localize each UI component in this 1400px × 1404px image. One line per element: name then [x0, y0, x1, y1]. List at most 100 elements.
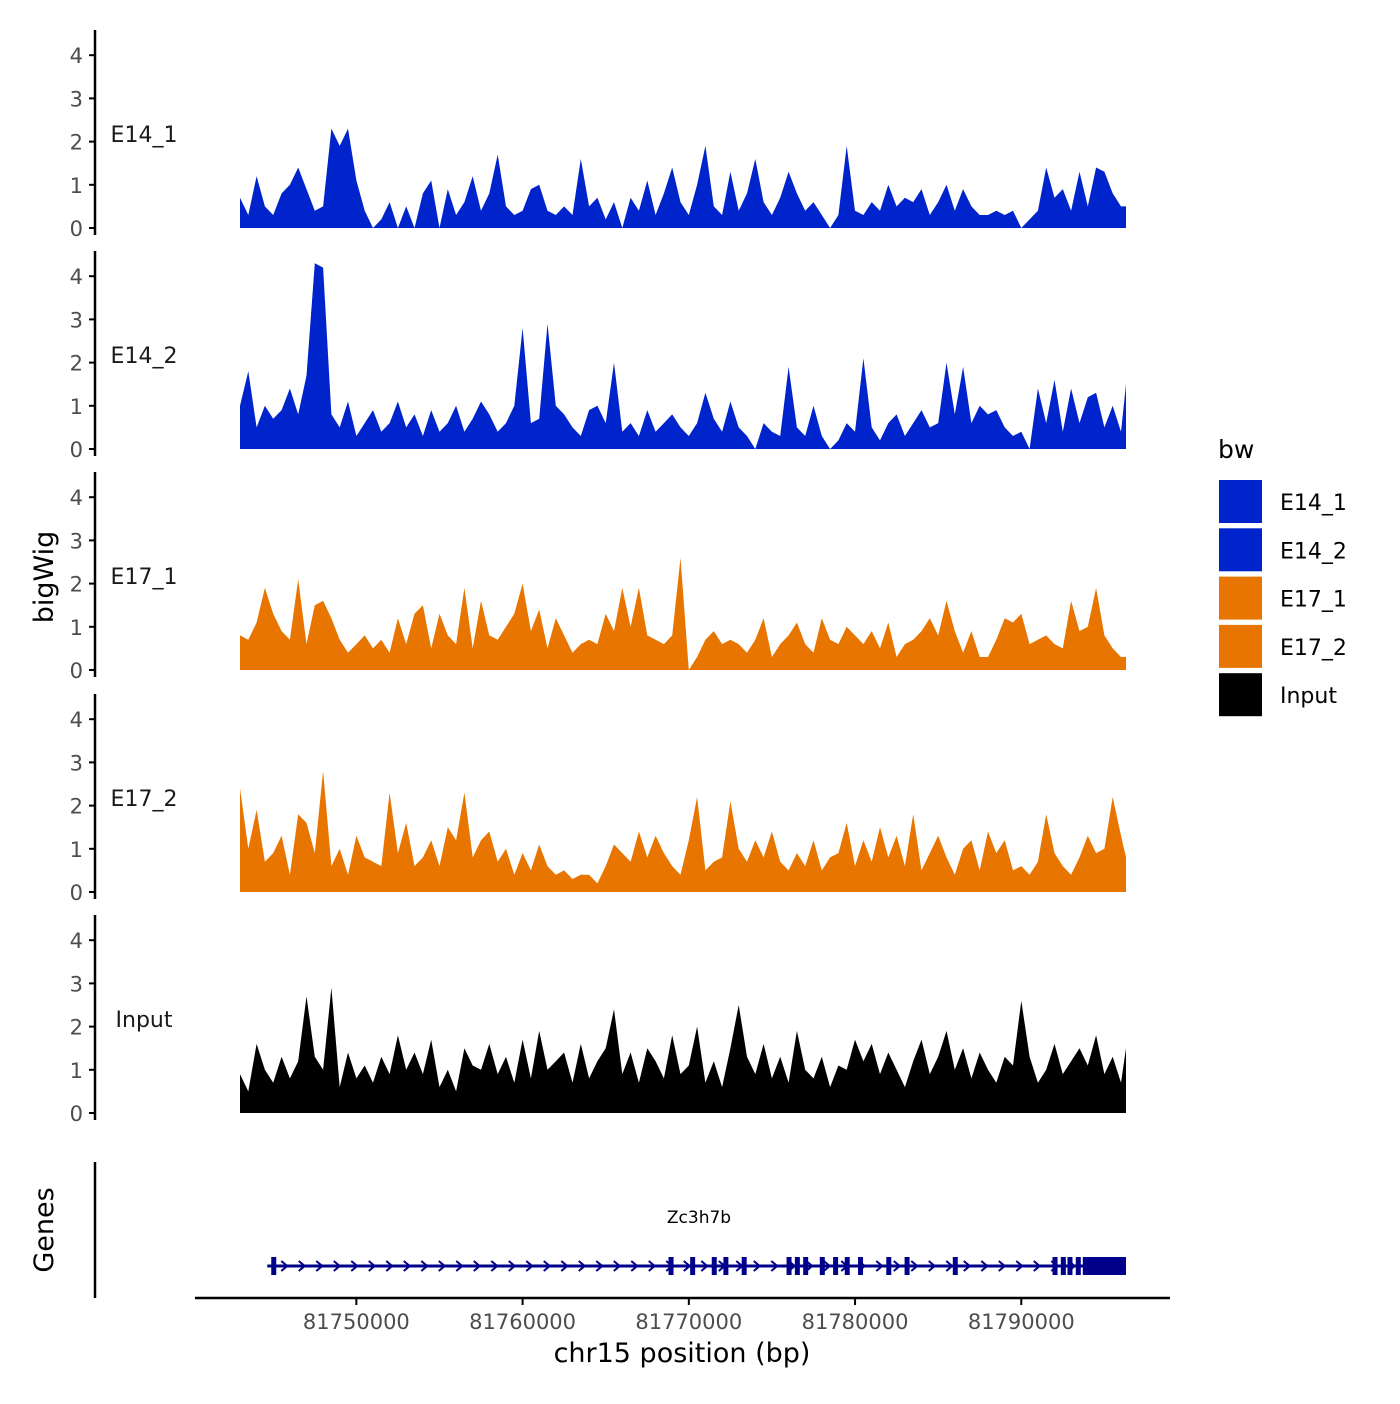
track-E17_2: 0 1 2 3 4 E17_2: [70, 694, 1126, 905]
y-tick-label: 3: [70, 972, 83, 996]
strand-arrow: [368, 1260, 377, 1272]
signal-area-E14_2: [240, 263, 1126, 449]
x-tick-label: 81760000: [469, 1310, 576, 1334]
strand-arrow: [420, 1260, 429, 1272]
gene-exon: [741, 1257, 747, 1275]
gene-exon: [844, 1257, 850, 1275]
track-E14_1: 0 1 2 3 4 E14_1: [70, 30, 1126, 241]
strand-arrow: [613, 1260, 622, 1272]
gene-exon: [711, 1257, 717, 1275]
track-label: E17_1: [111, 565, 178, 590]
strand-arrow: [805, 1260, 814, 1272]
y-tick-label: 3: [70, 751, 83, 775]
strand-arrow: [490, 1260, 499, 1272]
strand-arrow: [700, 1260, 709, 1272]
x-axis: 81750000 81760000 81770000 81780000 81790000: [195, 1296, 1170, 1334]
y-tick-label: 1: [70, 395, 83, 419]
strand-arrow: [508, 1260, 517, 1272]
gene-exon: [690, 1257, 696, 1275]
x-tick-label: 81790000: [968, 1310, 1075, 1334]
gene-exon: [886, 1257, 892, 1275]
strand-arrow: [298, 1260, 307, 1272]
y-tick-label: 0: [70, 438, 83, 462]
track-Input: 0 1 2 3 4 Input: [70, 915, 1126, 1126]
strand-arrow: [578, 1260, 587, 1272]
x-tick-label: 81750000: [303, 1310, 410, 1334]
strand-arrow: [1033, 1260, 1042, 1272]
y-tick-label: 4: [70, 708, 83, 732]
legend-label: E14_2: [1280, 539, 1347, 564]
y-tick-label: 3: [70, 529, 83, 553]
x-tick-label: 81770000: [635, 1310, 742, 1334]
legend-label: E17_2: [1280, 636, 1347, 661]
strand-arrow: [630, 1260, 639, 1272]
signal-area-E17_2: [240, 771, 1126, 892]
y-tick-label: 1: [70, 616, 83, 640]
legend: bw E14_1 E14_2 E17_1 E17_2 Input: [1218, 435, 1347, 717]
track-E17_1: 0 1 2 3 4 E17_1: [70, 472, 1126, 683]
gene-exon: [819, 1257, 825, 1275]
strand-arrow: [945, 1260, 954, 1272]
y-tick-label: 2: [70, 1016, 83, 1040]
strand-arrow: [770, 1260, 779, 1272]
strand-arrow: [455, 1260, 464, 1272]
legend-swatch: [1219, 624, 1262, 668]
y-tick-label: 4: [70, 44, 83, 68]
gene-exon: [668, 1257, 674, 1275]
y-axis-label: bigWig: [29, 531, 60, 624]
strand-arrow: [543, 1260, 552, 1272]
gene-exon: [271, 1257, 277, 1275]
strand-arrow: [928, 1260, 937, 1272]
strand-arrow: [893, 1260, 902, 1272]
gene-exon: [1075, 1257, 1081, 1275]
x-axis-label: chr15 position (bp): [554, 1338, 811, 1369]
y-tick-label: 2: [70, 795, 83, 819]
strand-arrow: [998, 1260, 1007, 1272]
strand-arrow: [595, 1260, 604, 1272]
strand-arrow: [875, 1260, 884, 1272]
gene-exon: [794, 1257, 800, 1275]
strand-arrow: [560, 1260, 569, 1272]
genes-axis-label: Genes: [29, 1187, 60, 1272]
y-tick-label: 1: [70, 174, 83, 198]
strand-arrow: [963, 1260, 972, 1272]
strand-arrow: [385, 1260, 394, 1272]
gene-exon: [833, 1257, 839, 1275]
signal-area-Input: [240, 987, 1126, 1113]
legend-swatch: [1219, 576, 1262, 620]
gene-exon: [803, 1257, 809, 1275]
gene-exon: [1052, 1257, 1058, 1275]
gene-exon: [1060, 1257, 1066, 1275]
y-tick-label: 3: [70, 87, 83, 111]
gene-utr-block: [1082, 1257, 1126, 1275]
y-tick-label: 2: [70, 352, 83, 376]
y-tick-label: 4: [70, 486, 83, 510]
y-tick-label: 0: [70, 659, 83, 683]
strand-arrow: [350, 1260, 359, 1272]
gene-exon: [786, 1257, 792, 1275]
y-tick-label: 1: [70, 1059, 83, 1083]
y-tick-label: 0: [70, 1102, 83, 1126]
strand-arrow: [525, 1260, 534, 1272]
tracks-layer: 0 1 2 3 4 E14_1 0 1 2 3 4 E14_2 0 1 2 3 4 E17_1 0 1 2 3 4 E17_2…: [70, 30, 1126, 1126]
signal-area-E14_1: [240, 128, 1126, 228]
strand-arrow: [910, 1260, 919, 1272]
gene-name-label: Zc3h7b: [667, 1208, 731, 1228]
legend-swatch: [1219, 673, 1262, 717]
genes-layer: Zc3h7b: [93, 1162, 1126, 1298]
signal-area-E17_1: [240, 557, 1126, 670]
track-label: Input: [116, 1008, 173, 1033]
strand-arrow: [403, 1260, 412, 1272]
gene-exon: [858, 1257, 864, 1275]
strand-arrow: [280, 1260, 289, 1272]
gene-exon: [952, 1257, 958, 1275]
strand-arrow: [438, 1260, 447, 1272]
strand-arrow: [1015, 1260, 1024, 1272]
strand-arrow: [333, 1260, 342, 1272]
track-E14_2: 0 1 2 3 4 E14_2: [70, 251, 1126, 462]
strand-arrow: [823, 1260, 832, 1272]
strand-arrow: [683, 1260, 692, 1272]
gene-exon: [1067, 1257, 1073, 1275]
legend-label: E17_1: [1280, 588, 1347, 613]
